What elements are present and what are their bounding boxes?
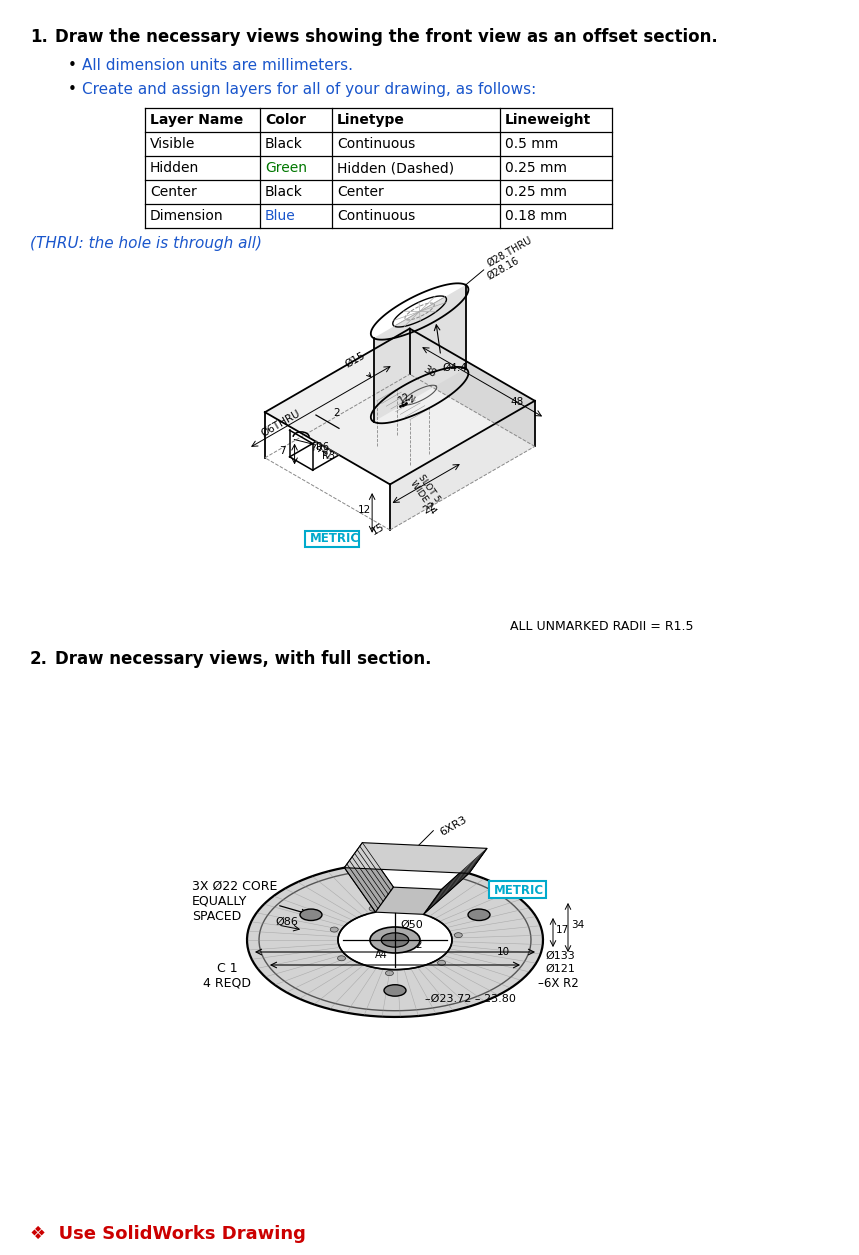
Ellipse shape bbox=[338, 956, 345, 961]
Polygon shape bbox=[374, 285, 466, 422]
Text: Ø28.THRU: Ø28.THRU bbox=[485, 235, 534, 269]
Text: Center: Center bbox=[337, 184, 384, 200]
Text: 1.: 1. bbox=[30, 28, 48, 46]
Polygon shape bbox=[375, 887, 442, 915]
Polygon shape bbox=[390, 400, 535, 530]
Text: Ø50: Ø50 bbox=[400, 920, 423, 930]
Text: 3X Ø22 CORE
EQUALLY
SPACED: 3X Ø22 CORE EQUALLY SPACED bbox=[192, 880, 277, 922]
Text: C 1
4 REQD: C 1 4 REQD bbox=[203, 963, 251, 990]
Text: ❖  Use SolidWorks Drawing: ❖ Use SolidWorks Drawing bbox=[30, 1225, 306, 1242]
Text: (THRU: the hole is through all): (THRU: the hole is through all) bbox=[30, 236, 262, 251]
Text: 7: 7 bbox=[279, 446, 286, 456]
Text: 15: 15 bbox=[370, 522, 387, 537]
Text: Continuous: Continuous bbox=[337, 210, 415, 223]
Text: 6XR3: 6XR3 bbox=[438, 814, 469, 837]
Text: (44): (44) bbox=[310, 441, 333, 461]
Text: Green: Green bbox=[265, 161, 307, 174]
Ellipse shape bbox=[437, 960, 446, 965]
Text: –Ø23.72 – 23.80: –Ø23.72 – 23.80 bbox=[425, 994, 516, 1004]
Text: Hidden: Hidden bbox=[150, 161, 199, 174]
Text: 2.: 2. bbox=[30, 650, 48, 668]
Text: 12: 12 bbox=[397, 390, 412, 405]
Text: Black: Black bbox=[265, 137, 303, 151]
Text: R6: R6 bbox=[316, 442, 329, 452]
FancyBboxPatch shape bbox=[489, 881, 546, 899]
Text: 48: 48 bbox=[510, 397, 524, 407]
Polygon shape bbox=[247, 867, 543, 1017]
Text: Linetype: Linetype bbox=[337, 113, 405, 127]
Text: R3: R3 bbox=[321, 451, 335, 461]
Text: Visible: Visible bbox=[150, 137, 195, 151]
Text: 12: 12 bbox=[358, 505, 371, 515]
Polygon shape bbox=[410, 329, 535, 447]
FancyBboxPatch shape bbox=[305, 531, 359, 547]
Ellipse shape bbox=[384, 985, 406, 996]
Ellipse shape bbox=[381, 932, 409, 948]
Text: Ø6THRU: Ø6THRU bbox=[259, 408, 302, 438]
Text: Blue: Blue bbox=[265, 210, 295, 223]
Text: METRIC: METRIC bbox=[494, 884, 544, 896]
Text: 6: 6 bbox=[443, 847, 450, 857]
Ellipse shape bbox=[386, 970, 393, 975]
Ellipse shape bbox=[454, 932, 462, 937]
Text: A4: A4 bbox=[375, 950, 387, 960]
Text: METRIC: METRIC bbox=[310, 532, 360, 546]
Polygon shape bbox=[423, 848, 487, 915]
Text: Ø133: Ø133 bbox=[545, 951, 575, 961]
Text: 34: 34 bbox=[571, 920, 584, 930]
Text: Color: Color bbox=[265, 113, 306, 127]
Text: 2: 2 bbox=[332, 408, 339, 418]
Text: Ø28.16: Ø28.16 bbox=[485, 256, 521, 282]
Text: Ø121: Ø121 bbox=[545, 964, 575, 974]
Text: Create and assign layers for all of your drawing, as follows:: Create and assign layers for all of your… bbox=[82, 82, 536, 97]
Text: ALL UNMARKED RADII = R1.5: ALL UNMARKED RADII = R1.5 bbox=[510, 620, 693, 633]
Polygon shape bbox=[265, 329, 535, 484]
Ellipse shape bbox=[369, 906, 377, 911]
Text: Ø4.4: Ø4.4 bbox=[442, 363, 467, 373]
Text: 0.5 mm: 0.5 mm bbox=[505, 137, 558, 151]
Text: Hidden (Dashed): Hidden (Dashed) bbox=[337, 161, 454, 174]
Ellipse shape bbox=[370, 927, 420, 953]
Text: Ø15: Ø15 bbox=[344, 350, 371, 376]
Text: Black: Black bbox=[265, 184, 303, 200]
Text: 17: 17 bbox=[556, 925, 570, 935]
Text: 38: 38 bbox=[422, 364, 438, 379]
Text: 0.18 mm: 0.18 mm bbox=[505, 210, 567, 223]
Text: All dimension units are millimeters.: All dimension units are millimeters. bbox=[82, 58, 353, 73]
Text: 0.25 mm: 0.25 mm bbox=[505, 184, 567, 200]
Polygon shape bbox=[344, 842, 393, 912]
Text: Dimension: Dimension bbox=[150, 210, 223, 223]
Text: Layer Name: Layer Name bbox=[150, 113, 243, 127]
Text: Draw the necessary views showing the front view as an offset section.: Draw the necessary views showing the fro… bbox=[55, 28, 718, 46]
Text: Ø86: Ø86 bbox=[275, 917, 298, 927]
Text: •: • bbox=[68, 82, 76, 97]
Text: 22: 22 bbox=[410, 940, 423, 950]
Polygon shape bbox=[344, 842, 487, 873]
Text: N: N bbox=[405, 394, 415, 404]
Ellipse shape bbox=[330, 927, 338, 932]
Text: Center: Center bbox=[150, 184, 197, 200]
Text: Draw necessary views, with full section.: Draw necessary views, with full section. bbox=[55, 650, 431, 668]
Ellipse shape bbox=[468, 909, 490, 920]
Text: SLOT 5
WIDE 14: SLOT 5 WIDE 14 bbox=[408, 473, 446, 516]
Ellipse shape bbox=[300, 909, 322, 920]
Text: 22: 22 bbox=[421, 499, 437, 516]
Text: •: • bbox=[68, 58, 76, 73]
Text: 10: 10 bbox=[497, 948, 510, 958]
Text: Continuous: Continuous bbox=[337, 137, 415, 151]
Text: Lineweight: Lineweight bbox=[505, 113, 591, 127]
Text: 0.25 mm: 0.25 mm bbox=[505, 161, 567, 174]
Text: –6X R2: –6X R2 bbox=[538, 976, 579, 990]
